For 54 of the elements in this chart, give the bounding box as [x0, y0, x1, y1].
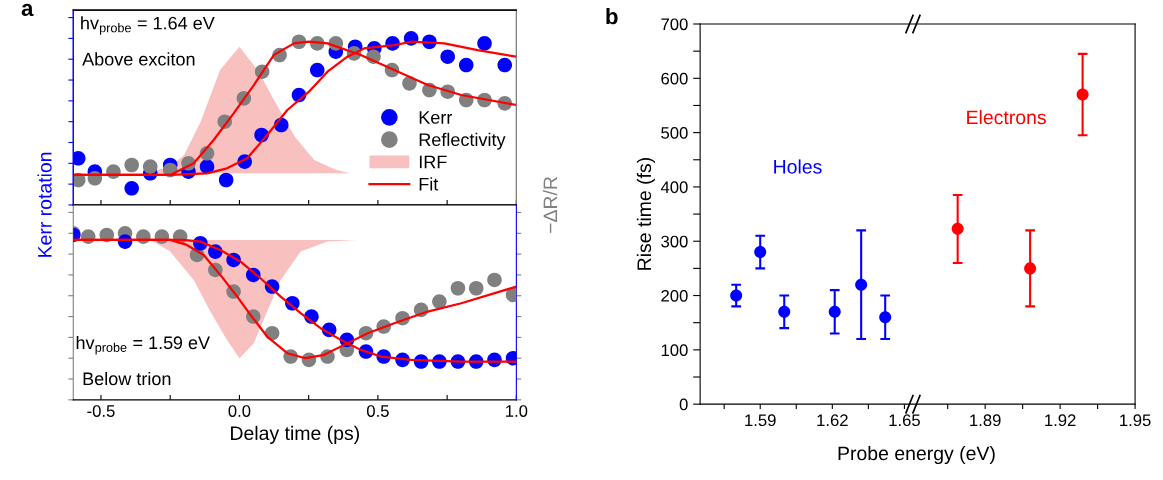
y-tick-label: 300	[661, 235, 688, 248]
x-tick-label: 1.0	[506, 405, 528, 417]
series-label: Electrons	[967, 109, 1046, 125]
x-axis-title: Probe energy (eV)	[838, 445, 995, 465]
y-tick-label: 600	[661, 72, 688, 85]
x-tick-label: 1.92	[1045, 414, 1076, 427]
x-tick-label: 1.59	[745, 414, 776, 427]
y2-axis-title: −ΔR/R	[542, 176, 558, 233]
legend-label: IRF	[419, 155, 447, 169]
y-tick-label: 100	[661, 344, 688, 357]
x-tick-label: 0.5	[366, 405, 389, 417]
point	[879, 311, 892, 324]
y-tick-label: 0	[679, 398, 688, 411]
y-tick-label: 700	[661, 18, 688, 31]
annotation: Below trion	[83, 371, 171, 386]
x-tick-label: 1.65	[889, 414, 920, 427]
point	[124, 157, 139, 173]
point	[468, 280, 484, 296]
legend-label: Reflectivity	[419, 132, 506, 150]
point	[497, 57, 513, 73]
x-tick-label: 1.95	[1120, 414, 1151, 427]
point	[778, 305, 791, 318]
y-tick-label: 400	[660, 181, 688, 194]
legend-label: Kerr	[419, 111, 453, 124]
x-tick-label: 1.89	[970, 414, 1001, 427]
point	[730, 289, 743, 302]
point	[450, 280, 466, 296]
annotation: hv$_{probe}$ = 1.59 eV	[76, 335, 210, 355]
text: a	[21, 3, 34, 17]
y-axis-title: Rise time (fs)	[636, 158, 655, 270]
text: Holes	[774, 159, 822, 174]
text: b	[606, 7, 618, 25]
point	[432, 294, 447, 309]
text: hv$_{probe}$ = 1.64 eV	[81, 16, 215, 35]
point	[142, 159, 158, 174]
x-tick-label: 1.62	[817, 414, 848, 427]
x-axis-title: Delay time (ps)	[231, 425, 359, 444]
point	[828, 305, 841, 318]
y-axis-title: Kerr rotation	[37, 152, 52, 257]
y-tick-label: 200	[661, 289, 688, 302]
point	[487, 272, 502, 288]
annotation: Above exciton	[82, 52, 195, 66]
point	[855, 278, 868, 291]
legend-label: Fit	[419, 177, 439, 191]
point	[477, 36, 492, 51]
x-tick-label: -0.5	[87, 405, 115, 417]
x-tick-label: 0.0	[228, 405, 251, 417]
point	[309, 62, 325, 78]
point	[440, 49, 455, 64]
point	[124, 181, 139, 196]
point	[458, 57, 474, 73]
point	[218, 172, 234, 188]
point	[754, 246, 767, 259]
y-tick-label: 500	[661, 127, 688, 139]
